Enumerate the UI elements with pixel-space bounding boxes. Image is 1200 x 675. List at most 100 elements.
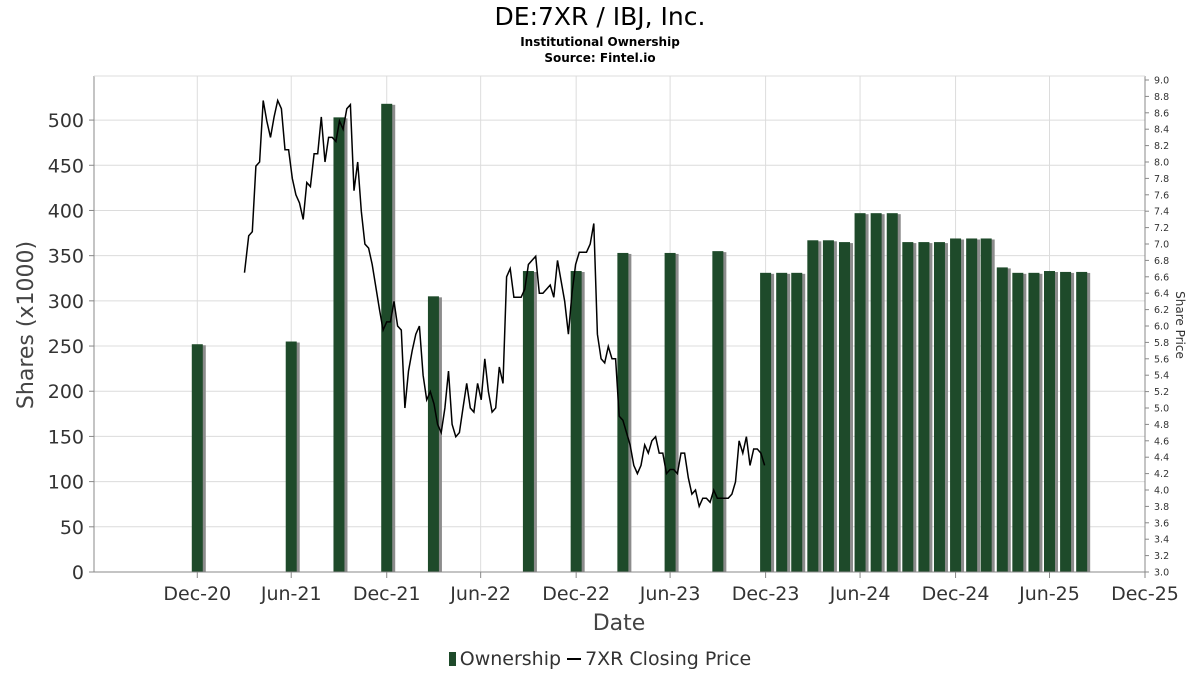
y2-tick-label: 4.0 [1154, 486, 1169, 497]
y2-tick-label: 7.8 [1154, 174, 1169, 185]
ownership-bar [886, 213, 898, 572]
y-axis-label: Shares (x1000) [14, 241, 39, 409]
y-tick-label: 450 [48, 155, 84, 177]
y-tick-label: 100 [48, 472, 84, 494]
ownership-bar [854, 213, 866, 572]
y2-tick-label: 9.0 [1154, 76, 1169, 87]
y2-tick-label: 5.2 [1154, 387, 1169, 398]
y2-tick-label: 5.4 [1154, 371, 1169, 382]
legend-line-label: 7XR Closing Price [585, 647, 752, 670]
y2-tick-label: 5.6 [1154, 354, 1169, 365]
ownership-bar [933, 242, 945, 572]
x-tick-label: Dec-23 [732, 583, 800, 605]
y2-tick-label: 4.4 [1154, 453, 1169, 464]
ownership-bar [966, 238, 978, 572]
chart-title: DE:7XR / IBJ, Inc. [494, 2, 706, 31]
ownership-bar [822, 240, 834, 573]
ownership-bar [285, 341, 297, 572]
y-tick-label: 200 [48, 381, 84, 403]
ownership-bar [570, 271, 582, 572]
ownership-bar [427, 296, 439, 572]
x-tick-label: Jun-24 [829, 583, 891, 605]
ownership-bar [617, 252, 629, 572]
x-tick-label: Jun-25 [1018, 583, 1080, 605]
x-tick-label: Dec-24 [922, 583, 990, 605]
legend-bar-label: Ownership [459, 647, 562, 670]
x-tick-label: Dec-20 [163, 583, 231, 605]
y2-tick-label: 3.2 [1154, 551, 1169, 562]
y2-tick-label: 7.2 [1154, 223, 1169, 234]
legend: Ownership 7XR Closing Price [0, 647, 1200, 670]
y2-tick-label: 8.6 [1154, 108, 1169, 119]
ownership-bar [870, 213, 882, 572]
x-tick-label: Jun-21 [260, 583, 322, 605]
legend-line-swatch [567, 657, 582, 660]
y2-tick-label: 4.2 [1154, 469, 1169, 480]
ownership-bar [918, 242, 930, 572]
ownership-bar [712, 251, 724, 572]
y2-tick-label: 3.6 [1154, 518, 1169, 529]
price-line-layer [243, 98, 766, 509]
y-tick-label: 150 [48, 426, 84, 448]
y-tick-label: 250 [48, 336, 84, 358]
x-tick-label: Dec-25 [1111, 583, 1179, 605]
y-tick-label: 400 [48, 200, 84, 222]
ownership-bar [902, 242, 914, 572]
ownership-bar [807, 240, 819, 573]
legend-bar-swatch [448, 651, 456, 666]
x-tick-label: Jun-22 [449, 583, 511, 605]
ownership-bar [664, 252, 676, 572]
x-axis-label: Date [593, 611, 646, 636]
ownership-bar [838, 242, 850, 572]
bars-layer [191, 103, 1091, 573]
y-tick-label: 500 [48, 110, 84, 132]
y2-tick-label: 6.2 [1154, 305, 1169, 316]
y2-tick-label: 7.0 [1154, 240, 1169, 251]
axes-layer: 0 50 100 150 200 250 300 350 400 450 500 Dec-20 Jun-… [48, 75, 1179, 605]
chart-subtitle: Institutional Ownership [520, 35, 680, 49]
y2-tick-label: 6.8 [1154, 256, 1169, 267]
price-line [243, 98, 766, 509]
y2-tick-label: 7.6 [1154, 190, 1169, 201]
y2-tick-label: 5.0 [1154, 404, 1169, 415]
ownership-bar [760, 272, 772, 572]
ownership-bar [1028, 272, 1040, 572]
y2-tick-label: 8.8 [1154, 92, 1169, 103]
ownership-bar [522, 271, 534, 572]
ownership-bar [1060, 271, 1072, 572]
y2-tick-label: 4.8 [1154, 420, 1169, 431]
chart-source: Source: Fintel.io [544, 51, 656, 65]
ownership-bar [791, 272, 803, 572]
y2-tick-label: 3.0 [1154, 568, 1169, 579]
y2-axis-label: Share Price [1173, 291, 1187, 359]
y-tick-label: 300 [48, 291, 84, 313]
y2-tick-label: 8.0 [1154, 158, 1169, 169]
ownership-bar [950, 238, 962, 572]
ownership-bar [1012, 272, 1024, 572]
y2-tick-label: 6.0 [1154, 322, 1169, 333]
y2-tick-label: 3.8 [1154, 502, 1169, 513]
ownership-bar [1076, 271, 1088, 572]
ownership-bar [381, 103, 393, 573]
x-tick-label: Dec-21 [353, 583, 421, 605]
y-tick-label: 50 [60, 517, 84, 539]
y2-tick-label: 6.6 [1154, 272, 1169, 283]
ownership-bar [333, 117, 345, 572]
x-tick-label: Jun-23 [639, 583, 701, 605]
ownership-bar [980, 238, 992, 572]
ownership-bar [1044, 271, 1056, 572]
y2-tick-label: 3.4 [1154, 535, 1169, 546]
ownership-bar [191, 344, 203, 572]
y2-tick-label: 8.4 [1154, 125, 1169, 136]
y-tick-label: 350 [48, 246, 84, 268]
y2-tick-label: 4.6 [1154, 436, 1169, 447]
y2-tick-label: 7.4 [1154, 207, 1169, 218]
y2-tick-label: 8.2 [1154, 141, 1169, 152]
x-tick-label: Dec-22 [542, 583, 610, 605]
y-tick-label: 0 [72, 562, 84, 584]
ownership-bar [776, 272, 788, 572]
y2-tick-label: 5.8 [1154, 338, 1169, 349]
y2-tick-label: 6.4 [1154, 289, 1169, 300]
ownership-bar [996, 267, 1008, 572]
